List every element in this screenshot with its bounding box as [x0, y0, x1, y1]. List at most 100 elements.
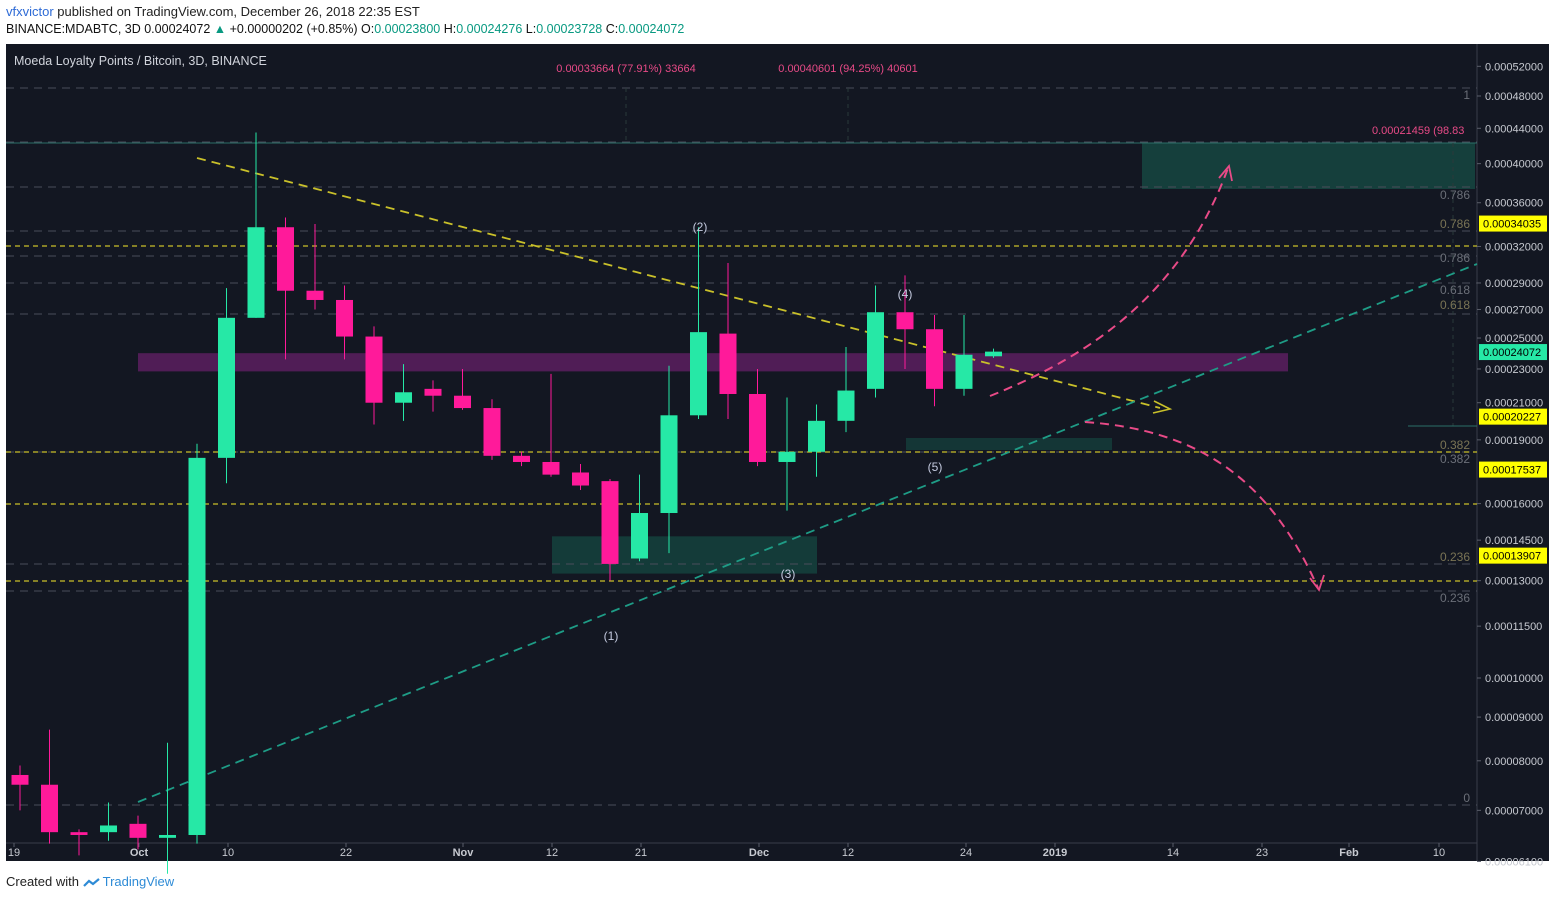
candle[interactable] — [454, 368, 471, 410]
candle[interactable] — [955, 315, 973, 396]
candle[interactable] — [867, 285, 884, 398]
candle[interactable] — [424, 380, 442, 412]
x-tick-label: 10 — [1433, 847, 1445, 859]
candle[interactable] — [808, 404, 825, 477]
fib-label: 0.786 — [1440, 188, 1470, 202]
footer: Created with TradingView — [6, 874, 174, 889]
wave-label: (4) — [898, 287, 913, 301]
candle[interactable] — [277, 217, 294, 360]
descending-trendline — [196, 157, 1161, 409]
fib-label: 0.786 — [1440, 217, 1470, 231]
candle[interactable] — [719, 263, 737, 419]
candle[interactable] — [218, 288, 235, 484]
author-link[interactable]: vfxvictor — [6, 4, 54, 19]
candle[interactable] — [11, 765, 29, 811]
candle[interactable] — [631, 474, 648, 562]
fib-label: 0.382 — [1440, 452, 1470, 466]
time-axis[interactable]: 19 Oct 10 22 Nov 12 21 Dec 12 24 2019 14 23 Feb 10 — [8, 843, 1445, 859]
measure-label: 0.00040601 (94.25%) 40601 — [778, 63, 917, 75]
x-tick-label: 2019 — [1043, 847, 1067, 859]
arrow-icon — [1218, 163, 1233, 182]
y-tick-label: 0.00052000 — [1485, 61, 1543, 73]
candle[interactable] — [395, 364, 412, 421]
candle[interactable] — [837, 347, 855, 433]
ascending-trendline — [137, 263, 1478, 803]
candle[interactable] — [100, 802, 117, 841]
high-label: H: — [443, 22, 457, 36]
price-label: 0.00034035 — [1483, 219, 1541, 231]
price-label-box — [1479, 215, 1547, 232]
close-label: C: — [605, 22, 619, 36]
candle[interactable] — [306, 223, 324, 310]
price-change: +0.00000202 (+0.85%) — [229, 22, 358, 36]
candle[interactable] — [601, 478, 619, 581]
y-tick-label: 0.00006100 — [1485, 856, 1543, 868]
trendlines-layer — [137, 157, 1478, 803]
x-tick-label: 14 — [1167, 847, 1179, 859]
candle[interactable] — [690, 227, 707, 419]
wave-label: (3) — [781, 567, 796, 581]
close-value: 0.00024072 — [618, 22, 685, 36]
candle[interactable] — [660, 365, 678, 554]
candle-body — [601, 481, 619, 564]
y-tick-label: 0.00016000 — [1485, 499, 1543, 511]
candle[interactable] — [985, 348, 1002, 358]
candle-body — [218, 317, 235, 458]
candle-body — [188, 457, 206, 835]
fib-label: 0.618 — [1440, 298, 1470, 312]
candle[interactable] — [513, 451, 530, 467]
ohlc-line: BINANCE:MDABTC, 3D 0.00024072 ▲ +0.00000… — [6, 22, 684, 36]
candle[interactable] — [483, 399, 501, 460]
candle-body — [306, 290, 324, 300]
candles-layer[interactable] — [11, 132, 1003, 874]
publish-info: vfxvictor published on TradingView.com, … — [6, 4, 420, 19]
candle[interactable] — [159, 742, 176, 874]
fib-label: 0.382 — [1440, 438, 1470, 452]
price-label-box — [1479, 461, 1547, 478]
y-tick-label: 0.00013000 — [1485, 576, 1543, 588]
candle-body — [41, 784, 58, 833]
price-label-box — [1479, 408, 1547, 425]
time-axis-background[interactable] — [6, 843, 1477, 861]
price-label: 0.00017537 — [1483, 465, 1541, 477]
candle[interactable] — [749, 368, 766, 467]
y-tick-label: 0.00019000 — [1485, 435, 1543, 447]
candle-body — [660, 415, 678, 514]
candle-body — [483, 408, 501, 456]
candle[interactable] — [365, 326, 383, 425]
y-tick-label: 0.00009000 — [1485, 712, 1543, 724]
candle-body — [11, 774, 29, 785]
support-zone — [552, 536, 817, 574]
y-tick-label: 0.00032000 — [1485, 241, 1543, 253]
price-axis-background[interactable] — [1477, 44, 1549, 861]
tradingview-logo-icon — [82, 877, 100, 887]
candle[interactable] — [41, 729, 58, 844]
y-tick-label: 0.00014500 — [1485, 535, 1543, 547]
x-tick-label: 12 — [546, 847, 558, 859]
created-with-text: Created with — [6, 874, 79, 889]
tradingview-link[interactable]: TradingView — [102, 874, 175, 889]
candle[interactable] — [896, 275, 914, 369]
price-axis[interactable]: 0.00052000 0.00048000 0.00044000 0.00040000… — [1477, 61, 1547, 899]
arrow-icon — [1152, 400, 1173, 414]
candle-body — [100, 825, 117, 833]
candle[interactable] — [542, 373, 560, 477]
x-tick-label: 23 — [1256, 847, 1268, 859]
y-tick-label: 0.00011500 — [1485, 621, 1542, 633]
candle-body — [926, 329, 943, 389]
fib-label: 0.618 — [1440, 283, 1470, 297]
x-tick-label: Feb — [1339, 847, 1359, 859]
candle[interactable] — [70, 829, 88, 856]
candle[interactable] — [926, 315, 943, 407]
candle[interactable] — [129, 815, 147, 850]
candle-body — [247, 227, 265, 318]
candle[interactable] — [188, 443, 206, 844]
candle[interactable] — [336, 285, 353, 360]
candle[interactable] — [247, 132, 265, 318]
candle[interactable] — [778, 397, 796, 511]
candle[interactable] — [572, 464, 589, 490]
candle-body — [631, 513, 648, 559]
candle-body — [690, 332, 707, 416]
publish-text: published on TradingView.com, December 2… — [57, 4, 420, 19]
